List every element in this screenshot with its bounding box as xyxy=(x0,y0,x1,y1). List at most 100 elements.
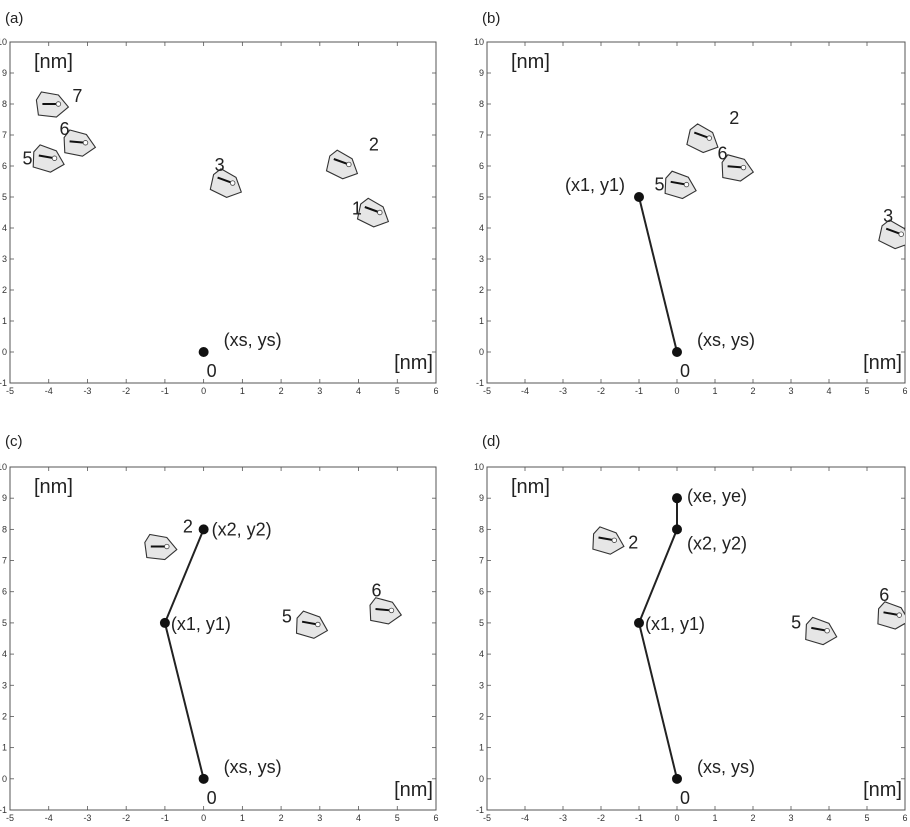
object-center xyxy=(82,140,89,146)
axes-box xyxy=(9,466,437,811)
y-tick-label: -1 xyxy=(0,805,7,815)
x-tick-label: -4 xyxy=(521,386,529,396)
y-tick-label: 8 xyxy=(2,524,7,534)
node-label: 0 xyxy=(680,361,690,381)
trajectory-line xyxy=(637,498,678,780)
x-tick-label: -3 xyxy=(83,813,91,823)
object-label: 2 xyxy=(729,108,739,128)
x-tick-label: 5 xyxy=(864,813,869,823)
x-tick-label: 5 xyxy=(395,813,400,823)
x-unit-label: [nm] xyxy=(863,779,902,801)
x-tick-label: 4 xyxy=(356,386,361,396)
object-shape xyxy=(878,219,905,250)
x-tick-label: 2 xyxy=(279,386,284,396)
object-label: 2 xyxy=(369,134,379,154)
object-center xyxy=(898,231,904,237)
y-tick-label: 2 xyxy=(479,711,484,721)
object-5: 5 xyxy=(282,606,329,639)
x-tick-label: -2 xyxy=(597,386,605,396)
object-label: 7 xyxy=(72,86,82,106)
plot-area: [nm] [nm] 1 2 3 5 67 0 (xs, ys) xyxy=(23,51,433,381)
y-tick-label: 3 xyxy=(2,254,7,264)
object-label: 5 xyxy=(791,613,801,633)
node-point xyxy=(672,347,682,357)
x-tick-label: 1 xyxy=(712,813,717,823)
x-tick-label: -2 xyxy=(122,813,130,823)
axes-box xyxy=(486,41,906,384)
y-tick-label: 1 xyxy=(2,316,7,326)
object-label: 1 xyxy=(352,199,362,219)
node-annotation: (x2, y2) xyxy=(212,519,272,539)
x-tick-label: -4 xyxy=(45,386,53,396)
object-center xyxy=(896,612,902,618)
x-tick-label: 4 xyxy=(826,813,831,823)
x-tick-label: 1 xyxy=(712,386,717,396)
x-tick-label: 5 xyxy=(864,386,869,396)
y-unit-label: [nm] xyxy=(34,51,73,73)
node-point xyxy=(198,347,209,357)
x-tick-label: -3 xyxy=(559,813,567,823)
object-label: 5 xyxy=(282,606,292,626)
y-tick-label: 10 xyxy=(0,37,7,47)
y-tick-label: 3 xyxy=(2,680,7,690)
y-tick-label: 0 xyxy=(2,347,7,357)
object-2: 2 xyxy=(592,526,638,555)
y-tick-label: 7 xyxy=(479,130,484,140)
object-5: 5 xyxy=(654,170,697,200)
y-tick-label: 5 xyxy=(479,618,484,628)
y-tick-label: 2 xyxy=(2,711,7,721)
panel-label: (a) xyxy=(5,10,23,27)
x-tick-label: -1 xyxy=(635,386,643,396)
object-label: 2 xyxy=(183,517,193,537)
node-annotation: (xs, ys) xyxy=(697,330,755,350)
y-tick-label: 7 xyxy=(2,130,7,140)
object-6: 6 xyxy=(877,585,905,630)
object-shape xyxy=(32,144,65,173)
object-label: 6 xyxy=(371,580,381,600)
plot-area: [nm] [nm] 2 5 6 0 (xs, ys) (x1, y1) (x2, y2) (xe,… xyxy=(511,476,905,808)
object-center xyxy=(706,135,712,141)
y-tick-label: 9 xyxy=(479,493,484,503)
panel-label: (b) xyxy=(482,10,500,27)
object-center xyxy=(229,180,236,186)
y-tick-label: 7 xyxy=(2,556,7,566)
x-tick-label: 6 xyxy=(902,813,907,823)
object-center xyxy=(164,543,170,550)
object-label: 5 xyxy=(654,175,664,195)
y-tick-label: 10 xyxy=(0,462,7,472)
object-2: 2 xyxy=(144,517,193,561)
x-tick-label: 6 xyxy=(902,386,907,396)
y-unit-label: [nm] xyxy=(511,51,550,73)
panel-label: (d) xyxy=(482,433,500,450)
object-label: 3 xyxy=(883,206,893,226)
object-center xyxy=(315,621,321,628)
x-unit-label: [nm] xyxy=(863,352,902,374)
x-tick-label: 0 xyxy=(201,386,206,396)
object-7: 7 xyxy=(35,86,82,118)
object-center xyxy=(51,155,58,161)
y-tick-label: 4 xyxy=(479,649,484,659)
node-annotation: (xs, ys) xyxy=(224,757,282,777)
x-tick-label: -2 xyxy=(122,386,130,396)
node-point xyxy=(672,493,682,504)
y-tick-label: -1 xyxy=(476,805,484,815)
x-tick-label: 3 xyxy=(317,386,322,396)
x-tick-label: 2 xyxy=(750,386,755,396)
y-tick-label: 0 xyxy=(479,347,484,357)
node-point xyxy=(634,617,644,628)
node-annotation: (x1, y1) xyxy=(171,614,231,634)
y-tick-label: 5 xyxy=(479,192,484,202)
y-tick-label: 3 xyxy=(479,680,484,690)
x-tick-label: -2 xyxy=(597,813,605,823)
node-point xyxy=(198,524,209,535)
panel-3: (d)-5 -4 -3 -2 -1 0 1 2 3 4 5 6-1012345678910[nm][n… xyxy=(474,433,908,823)
node-annotation: (xs, ys) xyxy=(224,330,282,350)
x-tick-label: -3 xyxy=(83,386,91,396)
object-label: 5 xyxy=(23,148,33,168)
object-shape xyxy=(356,197,390,228)
y-tick-label: 1 xyxy=(2,743,7,753)
panel-1: (b)-5 -4 -3 -2 -1 0 1 2 3 4 5 6-1012345678910[nm][n… xyxy=(474,10,908,396)
object-center xyxy=(740,164,747,171)
object-2: 2 xyxy=(686,108,739,154)
panel-2: (c)-5-4-3-2-10123456-1012345678910[nm][n… xyxy=(0,433,439,823)
